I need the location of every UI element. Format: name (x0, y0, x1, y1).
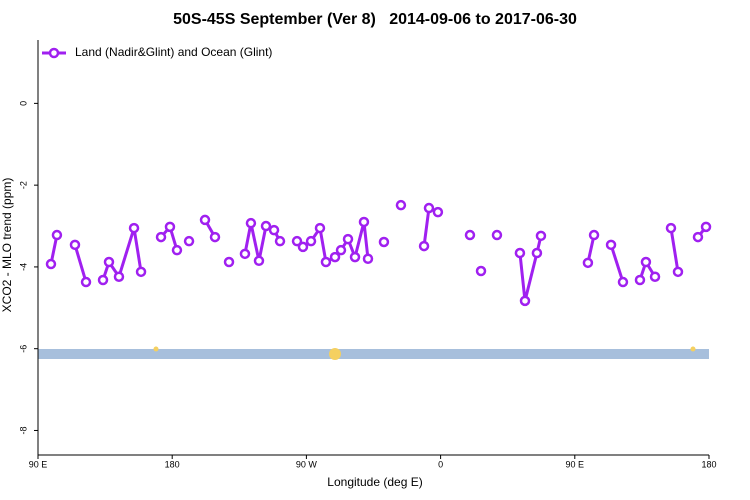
data-point (418, 240, 430, 252)
x-tick-label: 180 (701, 459, 716, 469)
data-point (395, 199, 407, 211)
data-point (588, 229, 600, 241)
land-blob (690, 346, 696, 352)
data-point (128, 222, 140, 234)
data-point (199, 214, 211, 226)
data-point (349, 251, 361, 263)
y-tick-label: -4 (18, 263, 28, 271)
data-point (171, 244, 183, 256)
legend-label: Land (Nadir&Glint) and Ocean (Glint) (75, 45, 272, 59)
x-tick-label: 0 (438, 459, 443, 469)
data-point (45, 258, 57, 270)
y-tick-label: -2 (18, 181, 28, 189)
data-point (378, 236, 390, 248)
chart-title: 50S-45S September (Ver 8) 2014-09-06 to … (173, 11, 577, 28)
x-tick-label: 180 (165, 459, 180, 469)
data-point (183, 235, 195, 247)
data-point (432, 206, 444, 218)
data-point (260, 220, 272, 232)
data-point (155, 231, 167, 243)
data-point (475, 265, 487, 277)
data-point (80, 276, 92, 288)
land-blob (153, 346, 159, 352)
data-point (268, 224, 280, 236)
data-point (69, 239, 81, 251)
data-point (253, 255, 265, 267)
data-point (692, 231, 704, 243)
data-point (274, 235, 286, 247)
data-point (209, 231, 221, 243)
x-tick-label: 90 W (296, 459, 318, 469)
data-point (358, 216, 370, 228)
data-point (239, 248, 251, 260)
data-point (223, 256, 235, 268)
data-point (342, 233, 354, 245)
data-point (519, 295, 531, 307)
data-point (135, 266, 147, 278)
legend-marker (48, 47, 60, 59)
data-point (164, 221, 176, 233)
data-point (582, 257, 594, 269)
y-tick-label: -8 (18, 426, 28, 434)
land-band (38, 349, 709, 359)
data-point (245, 217, 257, 229)
data-point (605, 239, 617, 251)
data-point (665, 222, 677, 234)
data-point (97, 274, 109, 286)
data-point (320, 256, 332, 268)
data-point (305, 235, 317, 247)
data-point (329, 251, 341, 263)
x-tick-label: 90 E (29, 459, 48, 469)
x-axis-label: Longitude (deg E) (327, 475, 422, 489)
data-point (491, 229, 503, 241)
y-tick-label: -6 (18, 345, 28, 353)
data-point (514, 247, 526, 259)
series-line (49, 205, 708, 302)
data-point (291, 235, 303, 247)
data-point (649, 271, 661, 282)
data-point (672, 266, 684, 278)
data-point (617, 276, 629, 288)
data-point (103, 256, 115, 268)
data-point (423, 202, 435, 214)
x-tick-label: 90 E (566, 459, 585, 469)
data-point (535, 230, 547, 242)
data-point (314, 222, 326, 234)
data-point (531, 247, 543, 259)
data-point (640, 256, 652, 268)
land-blob (329, 348, 341, 360)
data-point (634, 274, 646, 286)
data-point (113, 271, 125, 282)
data-point (464, 229, 476, 241)
data-point (362, 253, 374, 264)
data-point (335, 244, 347, 256)
data-point (297, 241, 309, 253)
data-point (700, 221, 712, 233)
y-axis-label: XCO2 - MLO trend (ppm) (0, 178, 14, 313)
y-tick-label: 0 (18, 101, 28, 106)
data-point (51, 229, 63, 241)
